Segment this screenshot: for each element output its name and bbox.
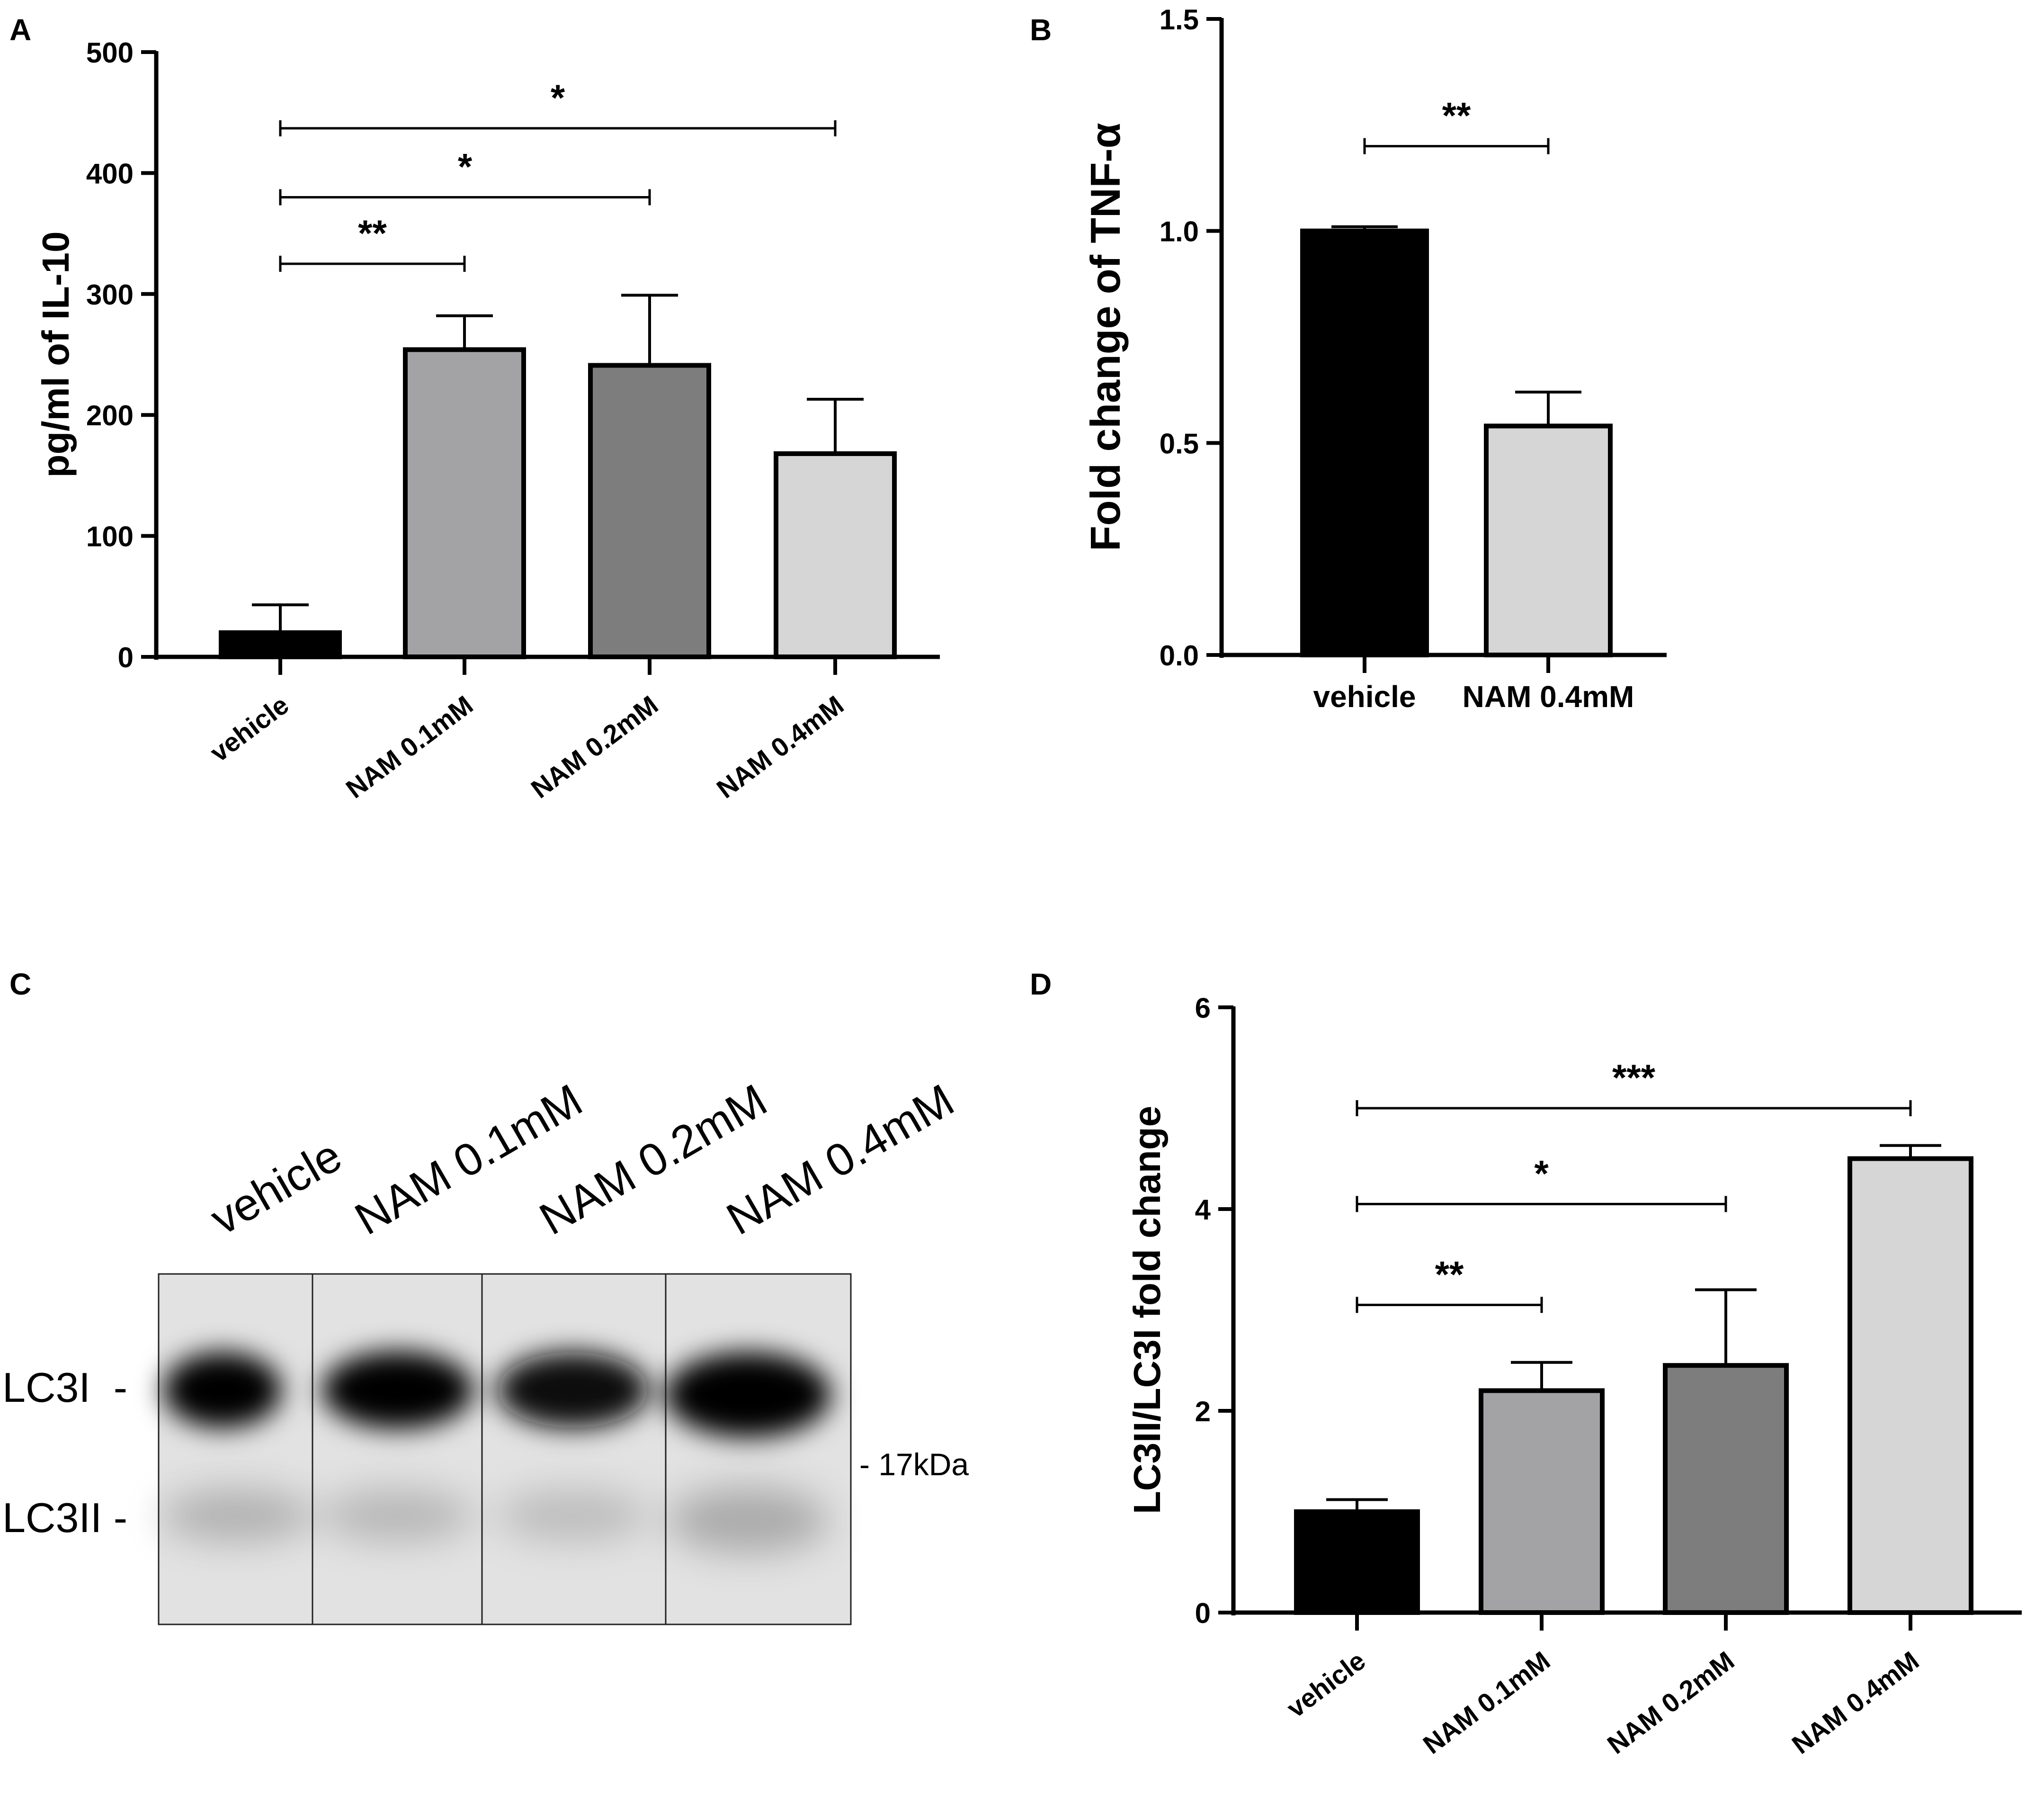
- bar: [1479, 1388, 1605, 1615]
- panel-label-d: D: [1030, 967, 1052, 1001]
- panel-label-b: B: [1030, 13, 1052, 47]
- x-tick-label: vehicle: [1281, 1645, 1371, 1723]
- chart-il10: 0 100 200 300 400 500 pg/ml of IL-10 vehicle NAM…: [35, 37, 940, 804]
- blot-lc3ii-band: [161, 1487, 829, 1553]
- y-tick-label: 0: [1195, 1597, 1211, 1629]
- x-tick-label: vehicle: [205, 690, 295, 768]
- y-tick-label: 0: [118, 642, 134, 673]
- band-label-lc3i: LC3I -: [2, 1364, 127, 1411]
- western-blot: vehicle NAM 0.1mM NAM 0.2mM NAM 0.4mM LC…: [2, 1075, 969, 1625]
- y-tick-label: 400: [86, 158, 134, 189]
- x-tick-label: NAM 0.4mM: [1463, 680, 1634, 714]
- x-tick-label: NAM 0.4mM: [1786, 1645, 1924, 1759]
- significance-label: ***: [1612, 1057, 1656, 1098]
- marker-17kda: - 17kDa: [859, 1447, 969, 1482]
- significance-label: **: [1442, 95, 1471, 136]
- y-tick-label: 300: [86, 279, 134, 311]
- y-tick-label: 200: [86, 400, 134, 431]
- y-axis-label: LC3II/LC3I fold change: [1126, 1106, 1168, 1514]
- y-tick-label: 1.5: [1160, 4, 1199, 36]
- x-tick-label: NAM 0.1mM: [1418, 1645, 1555, 1759]
- x-tick-label: NAM 0.2mM: [1602, 1645, 1740, 1759]
- panel-label-a: A: [9, 13, 31, 47]
- y-tick-label: 500: [86, 37, 134, 69]
- lane-label: vehicle: [202, 1130, 350, 1245]
- bar: [1848, 1156, 1973, 1615]
- significance-label: *: [1534, 1152, 1549, 1194]
- x-tick-label: vehicle: [1313, 680, 1416, 714]
- bar: [1663, 1363, 1789, 1615]
- panel-label-c: C: [9, 967, 31, 1001]
- y-tick-label: 0.5: [1160, 428, 1199, 459]
- y-tick-label: 0.0: [1160, 640, 1199, 672]
- y-axis-label: Fold change of TNF-α: [1082, 123, 1129, 551]
- y-tick-label: 4: [1195, 1194, 1211, 1226]
- y-tick-label: 6: [1195, 992, 1211, 1024]
- chart-lc3-ratio: 0 2 4 6 LC3II/LC3I fold change vehicle NAM 0.1…: [1126, 992, 2022, 1760]
- y-axis-label: pg/ml of IL-10: [35, 232, 77, 478]
- significance-label: **: [1435, 1253, 1464, 1295]
- bar: [588, 363, 711, 659]
- chart-tnf: 0.0 0.5 1.0 1.5 Fold change of TNF-α vehicle N…: [1082, 4, 1667, 714]
- bar: [774, 451, 897, 659]
- blot-background: [158, 1273, 852, 1625]
- significance-label: **: [358, 212, 387, 254]
- bar: [1300, 228, 1429, 657]
- x-tick-label: NAM 0.1mM: [340, 690, 478, 804]
- bar: [219, 630, 342, 660]
- bar: [1294, 1509, 1420, 1615]
- y-tick-label: 1.0: [1160, 216, 1199, 248]
- x-tick-label: NAM 0.4mM: [711, 690, 849, 804]
- x-tick-label: NAM 0.2mM: [526, 690, 663, 804]
- bar: [1484, 423, 1613, 658]
- blot-lc3i-band: [163, 1351, 831, 1437]
- y-tick-label: 2: [1195, 1396, 1211, 1427]
- significance-label: *: [551, 77, 565, 118]
- band-label-lc3ii: LC3II -: [2, 1494, 127, 1541]
- bar: [403, 347, 526, 659]
- significance-label: *: [458, 145, 473, 187]
- y-tick-label: 100: [86, 521, 134, 553]
